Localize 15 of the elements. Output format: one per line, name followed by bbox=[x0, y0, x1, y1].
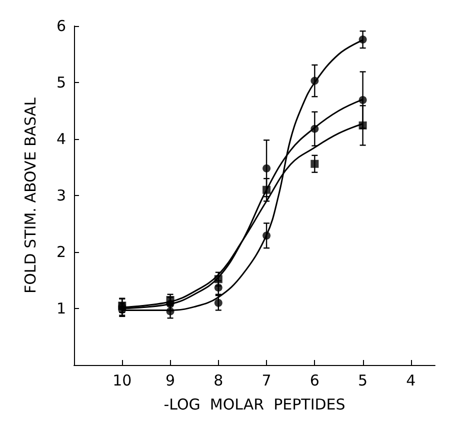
y-tick-label: 6 bbox=[56, 17, 66, 35]
y-tick-label: 2 bbox=[56, 243, 66, 261]
y-tick-label: 5 bbox=[56, 74, 66, 92]
x-tick-label: 7 bbox=[262, 372, 272, 390]
x-axis-title: -LOG MOLAR PEPTIDES bbox=[164, 396, 346, 414]
y-tick-label: 1 bbox=[56, 300, 66, 318]
y-axis-title: FOLD STIM. ABOVE BASAL bbox=[22, 96, 40, 294]
x-tick-label: 8 bbox=[214, 372, 224, 390]
y-tick-label: 4 bbox=[56, 130, 66, 148]
x-tick-label: 5 bbox=[358, 372, 368, 390]
x-tick-label: 9 bbox=[165, 372, 176, 390]
y-tick-label: 3 bbox=[56, 186, 66, 204]
x-tick-label: 10 bbox=[112, 372, 132, 390]
x-tick-label: 6 bbox=[310, 372, 320, 390]
x-tick-label: 4 bbox=[406, 372, 416, 390]
